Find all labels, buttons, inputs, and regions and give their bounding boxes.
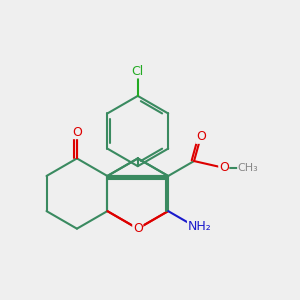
Text: O: O <box>219 161 229 174</box>
Text: O: O <box>196 130 206 143</box>
Text: O: O <box>72 126 82 139</box>
Text: CH₃: CH₃ <box>238 163 259 173</box>
Text: O: O <box>133 222 143 235</box>
Text: Cl: Cl <box>132 65 144 78</box>
Text: NH₂: NH₂ <box>188 220 211 232</box>
